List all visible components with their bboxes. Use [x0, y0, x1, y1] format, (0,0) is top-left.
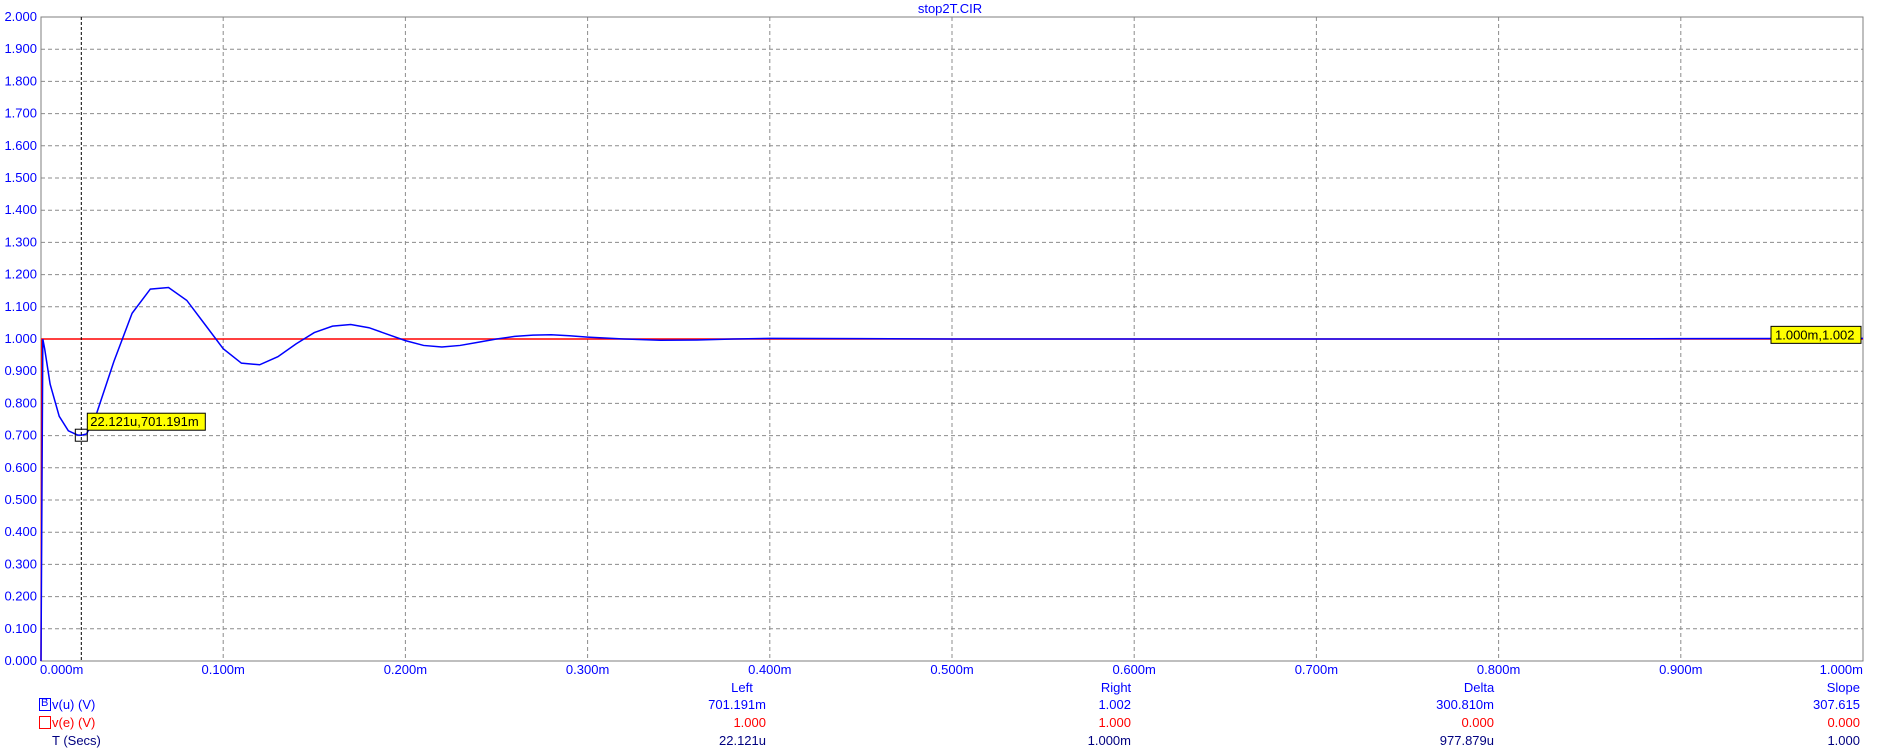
cursor-marker[interactable] — [74, 428, 88, 442]
x-tick-label: 0.300m — [566, 662, 609, 677]
y-tick-label: 1.800 — [4, 73, 37, 88]
series-line-vuv — [40, 286, 1864, 662]
y-tick-label: 0.900 — [4, 363, 37, 378]
header-left: Left — [731, 680, 753, 695]
row-slope-ve: 0.000 — [1827, 715, 1860, 730]
series-marker-vu[interactable] — [39, 698, 51, 711]
row-left-ve: 1.000 — [733, 715, 766, 730]
y-axis: 0.000 0.100 0.200 0.300 0.400 0.500 0.600 0.700… — [4, 9, 37, 668]
y-tick-label: 0.000 — [4, 653, 37, 668]
y-tick-label: 0.800 — [4, 395, 37, 410]
row-slope-vu: 307.615 — [1813, 697, 1860, 712]
row-delta-vu: 300.810m — [1436, 697, 1494, 712]
plot-area: stop2T.CIR 0.000 0.100 0.200 0.300 0.400 0.50… — [4, 1, 1864, 677]
x-axis: 0.000m 0.100m 0.200m 0.300m 0.400m 0.500m 0.60… — [40, 662, 1863, 677]
y-tick-label: 1.400 — [4, 202, 37, 217]
x-tick-label: 0.700m — [1295, 662, 1338, 677]
chart-title: stop2T.CIR — [918, 1, 982, 16]
y-tick-label: 0.600 — [4, 460, 37, 475]
row-name-ve: v(e) (V) — [52, 715, 96, 730]
row-left-time: 22.121u — [719, 733, 766, 748]
row-right-vu: 1.002 — [1098, 697, 1131, 712]
y-tick-label: 0.700 — [4, 428, 37, 443]
cursor-layer[interactable]: 22.121u,701.191m 1.000m,1.002 — [74, 17, 1862, 661]
y-tick-label: 1.300 — [4, 234, 37, 249]
x-tick-label: 1.000m — [1820, 662, 1863, 677]
y-tick-label: 2.000 — [4, 9, 37, 24]
row-left-vu: 701.191m — [708, 697, 766, 712]
marker-letter: B — [41, 697, 49, 709]
annotation-box — [1770, 325, 1862, 344]
row-right-ve: 1.000 — [1098, 715, 1131, 730]
y-tick-label: 0.100 — [4, 621, 37, 636]
header-slope: Slope — [1826, 680, 1860, 695]
y-tick-label: 0.300 — [4, 556, 37, 571]
row-delta-ve: 0.000 — [1461, 715, 1494, 730]
annotation-label: 1.000m,1.002 — [1775, 327, 1855, 342]
x-tick-label: 0.600m — [1113, 662, 1156, 677]
row-slope-time: 1.000 — [1827, 733, 1860, 748]
y-tick-label: 1.700 — [4, 106, 37, 121]
annotation-box — [86, 412, 206, 431]
x-tick-label: 0.100m — [202, 662, 245, 677]
y-tick-label: 1.500 — [4, 170, 37, 185]
series-marker-ve[interactable] — [39, 716, 51, 729]
y-tick-label: 1.200 — [4, 267, 37, 282]
y-tick-label: 0.400 — [4, 524, 37, 539]
x-tick-label: 0.900m — [1659, 662, 1702, 677]
row-right-time: 1.000m — [1087, 733, 1131, 748]
header-right: Right — [1100, 680, 1132, 695]
x-tick-label: 0.200m — [384, 662, 427, 677]
x-tick-label: 0.400m — [748, 662, 791, 677]
row-name-vu: v(u) (V) — [52, 697, 96, 712]
y-tick-label: 1.900 — [4, 41, 37, 56]
header-delta: Delta — [1463, 680, 1495, 695]
x-tick-label: 0.800m — [1477, 662, 1520, 677]
y-tick-label: 1.600 — [4, 138, 37, 153]
y-tick-label: 1.000 — [4, 331, 37, 346]
series-layer — [40, 286, 1864, 662]
row-delta-time: 977.879u — [1439, 733, 1494, 748]
row-name-time: T (Secs) — [52, 733, 101, 748]
annotation-label: 22.121u,701.191m — [90, 414, 198, 429]
y-tick-label: 0.200 — [4, 589, 37, 604]
x-tick-label: 0.000m — [40, 662, 83, 677]
x-tick-label: 0.500m — [930, 662, 973, 677]
y-tick-label: 0.500 — [4, 492, 37, 507]
y-tick-label: 1.100 — [4, 299, 37, 314]
